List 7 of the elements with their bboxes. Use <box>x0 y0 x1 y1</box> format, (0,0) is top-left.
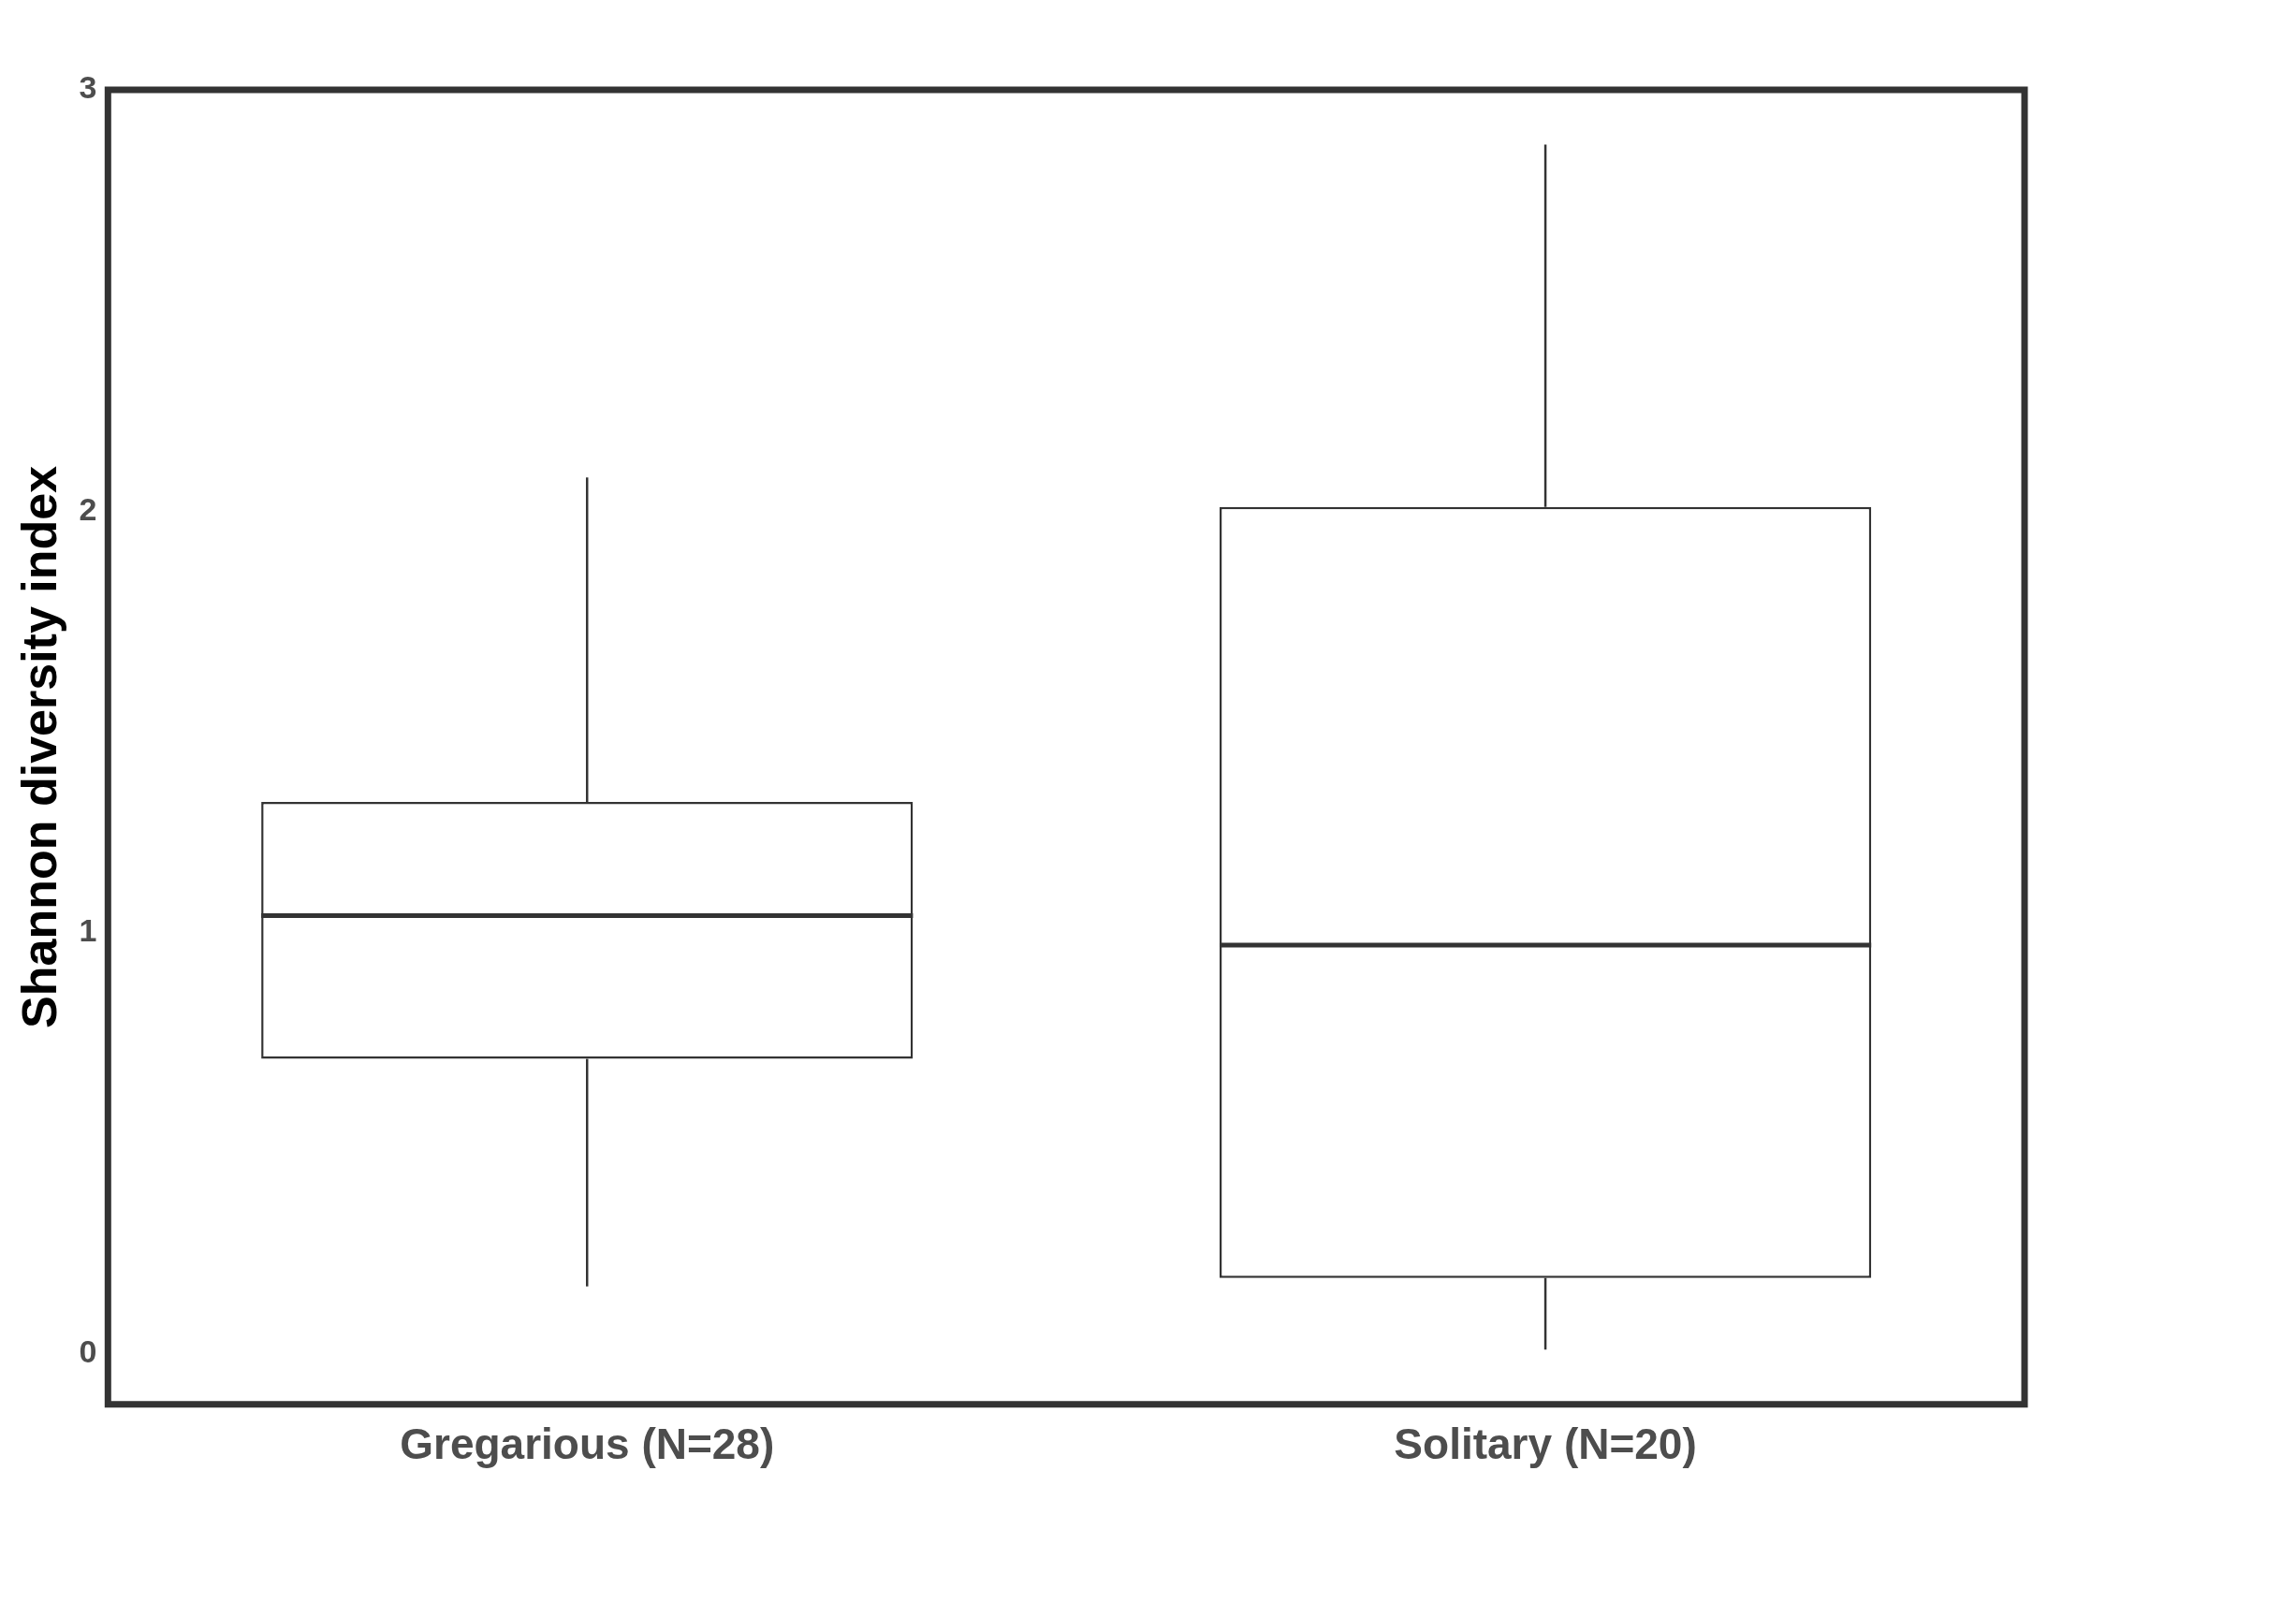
y-axis-title: Shannon diversity index <box>11 465 66 1028</box>
y-tick-label: 1 <box>79 911 97 948</box>
y-tick-label: 3 <box>79 69 97 106</box>
y-tick-label: 2 <box>79 490 97 527</box>
y-tick-label: 0 <box>79 1333 97 1370</box>
x-tick-label: Solitary (N=20) <box>1394 1420 1697 1469</box>
x-tick-label: Gregarious (N=28) <box>400 1420 775 1469</box>
